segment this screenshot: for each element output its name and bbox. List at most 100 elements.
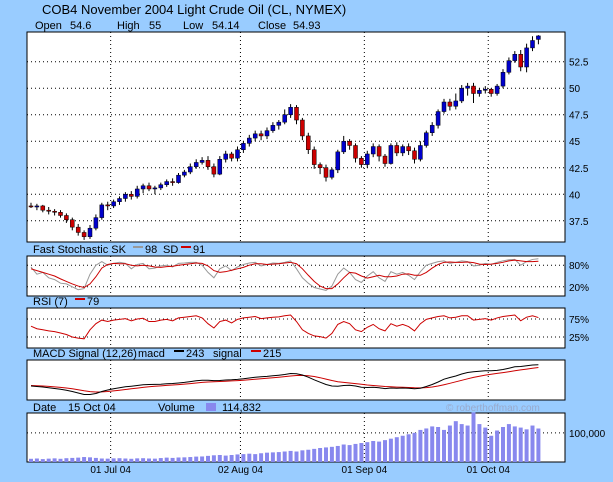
candles (28, 35, 541, 240)
chart-title: COB4 November 2004 Light Crude Oil (CL, … (42, 2, 346, 17)
candle-body (199, 160, 205, 163)
signal-label: signal (213, 348, 242, 360)
candle-body (52, 210, 57, 213)
candle-body (75, 226, 81, 233)
volume-bar (318, 448, 323, 462)
price-tick-label: 45 (569, 137, 581, 148)
candle-body (453, 100, 459, 107)
candle-body (370, 146, 376, 155)
candle-body (376, 146, 382, 157)
volume-bar (152, 458, 157, 462)
candle-body (28, 205, 34, 208)
candle-body (211, 166, 217, 175)
candle-body (223, 153, 228, 160)
axis-ticks: 01 Jul 04 02 Aug 04 01 Sep 04 01 Oct 04 52.5… (90, 58, 605, 476)
candle-body (388, 145, 394, 164)
volume-bar (306, 449, 311, 462)
volume-bar (29, 458, 33, 462)
volume-bar (99, 458, 104, 462)
candle-body (483, 89, 488, 91)
volume-bar (235, 454, 240, 462)
volume-bar (335, 445, 340, 462)
candle-body (412, 150, 417, 160)
x-tick-label: 02 Aug 04 (218, 465, 263, 476)
macd-line-label: macd (138, 348, 165, 360)
volume-bar (217, 455, 222, 462)
candle-body (140, 185, 146, 190)
volume-bar (483, 427, 488, 462)
candle-body (70, 219, 75, 228)
volume-bar (524, 429, 529, 462)
candle-body (258, 133, 264, 137)
volume-bar (82, 457, 87, 462)
candle-body (282, 114, 287, 123)
volume-bar (200, 456, 205, 462)
volume-bar (383, 440, 387, 462)
price-tick-label: 42.5 (569, 164, 589, 175)
volume-bar (176, 457, 181, 462)
volume-bar (105, 458, 110, 462)
volume-value: 114,832 (222, 402, 261, 414)
candle-body (429, 125, 435, 134)
volume-bar (141, 458, 146, 462)
candle-body (447, 101, 453, 107)
candle-body (323, 167, 329, 178)
close-value: 54.93 (293, 20, 321, 32)
volume-bar (406, 434, 411, 462)
candle-body (477, 90, 482, 94)
candle-body (471, 85, 476, 94)
volume-bar (40, 459, 45, 462)
rsi-value: 79 (87, 296, 99, 308)
volume-bar (353, 443, 358, 462)
candle-body (34, 205, 40, 208)
candle-body (129, 194, 134, 197)
sd-line (30, 259, 539, 290)
volume-bar (241, 454, 246, 462)
volume-bars (29, 412, 541, 462)
candle-body (536, 35, 541, 40)
volume-bar (365, 442, 370, 462)
sd-value: 91 (193, 244, 205, 256)
candle-body (311, 149, 317, 165)
volume-bar (164, 457, 169, 462)
candle-body (500, 72, 506, 87)
volume-bar (536, 428, 541, 462)
candle-body (365, 153, 370, 165)
volume-bar (223, 455, 228, 462)
candle-body (512, 54, 518, 61)
candle-body (123, 194, 128, 199)
volume-bar (329, 446, 334, 462)
candle-body (152, 187, 158, 190)
volume-bar (211, 455, 216, 462)
candle-body (105, 204, 110, 207)
rsi-tick-label: 25% (569, 333, 589, 344)
volume-bar (501, 427, 505, 462)
volume-bar (465, 425, 470, 462)
candle-body (294, 107, 299, 121)
volume-bar (530, 425, 535, 462)
volume-bar (424, 428, 429, 462)
open-value: 54.6 (70, 20, 91, 32)
volume-bar (388, 438, 393, 462)
candle-body (46, 209, 51, 212)
volume-bar (282, 451, 287, 462)
volume-bar (58, 458, 63, 462)
volume-bar (188, 457, 193, 462)
candle-body (306, 135, 311, 150)
volume-bar (359, 443, 364, 462)
candle-body (252, 133, 258, 139)
stochastic-panel (26, 255, 566, 297)
volume-tick-label: 100,000 (569, 429, 606, 440)
volume-bar (347, 445, 352, 462)
candle-body (288, 107, 293, 115)
candle-body (58, 212, 63, 216)
candle-body (435, 111, 441, 126)
volume-bar (371, 441, 376, 462)
price-tick-label: 50 (569, 84, 581, 95)
volume-bar (453, 421, 458, 462)
volume-bar (506, 424, 511, 462)
sk-value: 98 (145, 244, 157, 256)
volume-bar (147, 458, 151, 462)
candle-body (518, 54, 523, 68)
